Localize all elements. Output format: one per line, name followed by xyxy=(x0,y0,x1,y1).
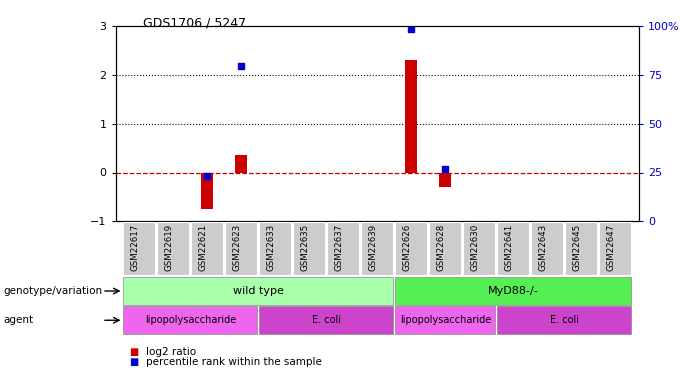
Text: E. coli: E. coli xyxy=(550,315,579,325)
FancyBboxPatch shape xyxy=(464,222,495,275)
Text: GSM22621: GSM22621 xyxy=(199,224,207,271)
Bar xyxy=(405,60,418,172)
Point xyxy=(406,26,417,32)
Text: lipopolysaccharide: lipopolysaccharide xyxy=(400,315,491,325)
FancyBboxPatch shape xyxy=(498,222,529,275)
FancyBboxPatch shape xyxy=(124,222,155,275)
FancyBboxPatch shape xyxy=(566,222,598,275)
Text: genotype/variation: genotype/variation xyxy=(3,286,103,296)
Text: GSM22645: GSM22645 xyxy=(573,224,581,271)
FancyBboxPatch shape xyxy=(124,277,393,305)
FancyBboxPatch shape xyxy=(192,222,223,275)
Bar xyxy=(235,155,248,172)
Text: GSM22619: GSM22619 xyxy=(165,224,173,271)
Text: GSM22617: GSM22617 xyxy=(131,224,139,271)
Text: GSM22626: GSM22626 xyxy=(403,224,411,271)
FancyBboxPatch shape xyxy=(396,306,496,334)
Text: ■: ■ xyxy=(129,347,139,357)
Text: GSM22639: GSM22639 xyxy=(369,224,377,271)
Text: MyD88-/-: MyD88-/- xyxy=(488,286,539,296)
FancyBboxPatch shape xyxy=(532,222,564,275)
FancyBboxPatch shape xyxy=(362,222,394,275)
FancyBboxPatch shape xyxy=(294,222,326,275)
FancyBboxPatch shape xyxy=(260,222,292,275)
FancyBboxPatch shape xyxy=(226,222,258,275)
Point xyxy=(236,63,247,69)
Text: wild type: wild type xyxy=(233,286,284,296)
Text: GSM22637: GSM22637 xyxy=(335,224,343,271)
Bar xyxy=(439,172,452,187)
Text: ■: ■ xyxy=(129,357,139,367)
Point xyxy=(202,173,213,179)
Text: agent: agent xyxy=(3,315,33,325)
Bar xyxy=(201,172,214,209)
Text: E. coli: E. coli xyxy=(312,315,341,325)
Text: GDS1706 / 5247: GDS1706 / 5247 xyxy=(143,17,246,30)
Text: GSM22641: GSM22641 xyxy=(505,224,513,271)
Text: GSM22623: GSM22623 xyxy=(233,224,241,271)
Text: log2 ratio: log2 ratio xyxy=(146,347,197,357)
FancyBboxPatch shape xyxy=(430,222,461,275)
Text: GSM22635: GSM22635 xyxy=(301,224,309,271)
Text: GSM22647: GSM22647 xyxy=(607,224,615,271)
FancyBboxPatch shape xyxy=(600,222,632,275)
Text: GSM22628: GSM22628 xyxy=(437,224,445,271)
Text: percentile rank within the sample: percentile rank within the sample xyxy=(146,357,322,367)
FancyBboxPatch shape xyxy=(158,222,189,275)
FancyBboxPatch shape xyxy=(498,306,632,334)
Text: GSM22633: GSM22633 xyxy=(267,224,275,271)
Point xyxy=(440,166,451,172)
FancyBboxPatch shape xyxy=(328,222,360,275)
FancyBboxPatch shape xyxy=(260,306,394,334)
Text: lipopolysaccharide: lipopolysaccharide xyxy=(145,315,236,325)
FancyBboxPatch shape xyxy=(124,306,257,334)
Text: GSM22630: GSM22630 xyxy=(471,224,479,271)
FancyBboxPatch shape xyxy=(396,277,632,305)
FancyBboxPatch shape xyxy=(396,222,428,275)
Text: GSM22643: GSM22643 xyxy=(539,224,547,271)
